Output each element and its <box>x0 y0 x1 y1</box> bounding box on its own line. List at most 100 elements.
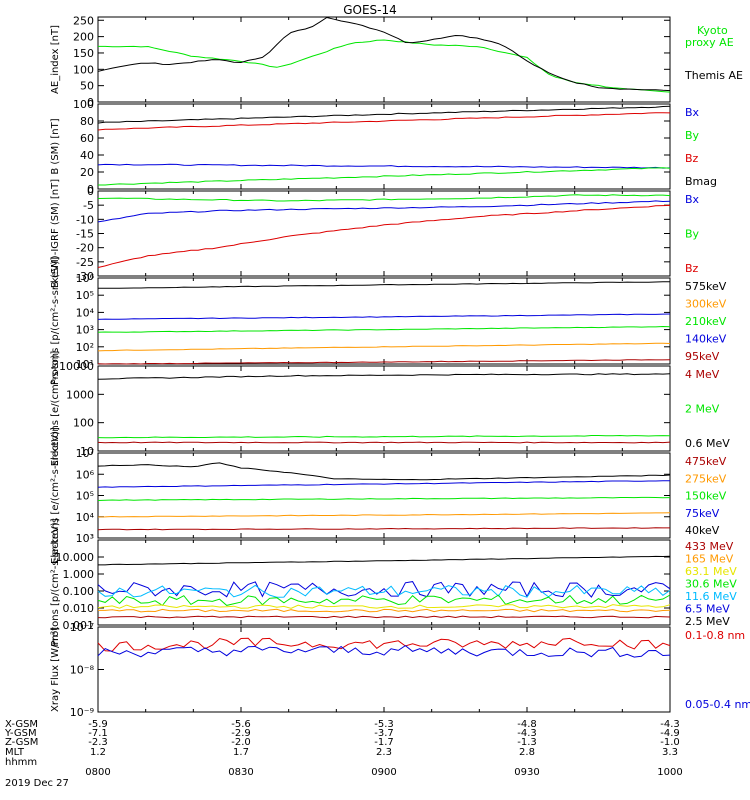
y-tick-label: 150 <box>73 47 94 60</box>
series-line-150kev <box>97 496 671 501</box>
y-tick-label: 0.100 <box>63 585 95 598</box>
series-line-6-5-mev <box>97 581 671 598</box>
legend-entry: Bmag <box>685 175 717 188</box>
y-tick-label: 10⁴ <box>76 306 95 319</box>
series-line-95kev <box>97 359 671 365</box>
series-line-575kev <box>97 281 671 289</box>
series-line-themis-ae <box>97 16 671 92</box>
series-line-bx <box>97 163 671 169</box>
series-line-75kev <box>97 480 670 488</box>
series-line-30-6-mev <box>97 594 671 607</box>
legend-entry: 0.05-0.4 nm <box>685 698 750 711</box>
y-tick-label: 10⁶ <box>76 272 95 285</box>
y-tick-label: 10.000 <box>56 551 95 564</box>
y-tick-label: 100 <box>73 98 94 111</box>
footer-value: -1.0 <box>660 737 680 748</box>
footer-row-label: Y-GSM <box>4 728 37 739</box>
legend-entry: 75keV <box>685 507 720 520</box>
series-line-140kev <box>97 313 671 320</box>
y-tick-label: 10 <box>80 445 94 458</box>
footer-value: 1.7 <box>233 747 249 758</box>
footer-date: 2019 Dec 27 <box>5 778 69 789</box>
series-line-by <box>97 194 671 202</box>
footer-value: -5.3 <box>374 719 394 730</box>
series-line-by <box>98 167 671 186</box>
footer-row-label: X-GSM <box>5 719 38 730</box>
y-axis-label: B (SM)-IGRF (SM) [nT] <box>50 179 61 288</box>
footer-value: -5.6 <box>231 719 251 730</box>
y-tick-label: -30 <box>76 270 94 283</box>
figure-title: GOES-14 <box>343 3 397 17</box>
y-axis-label: Protons [p/(cm²-s-sr-keV)] <box>50 257 61 385</box>
x-tick-label: 0900 <box>371 767 396 778</box>
series-line-165-mev <box>98 608 671 613</box>
y-tick-label: 0.010 <box>63 602 95 615</box>
series-line-2-5-mev <box>98 555 671 566</box>
y-tick-label: -15 <box>76 228 94 241</box>
footer-row-label: MLT <box>5 747 25 758</box>
y-tick-label: 0.001 <box>63 619 95 632</box>
series-line-275kev <box>97 512 671 518</box>
series-line-11-6-mev <box>97 584 671 598</box>
footer-row-label: hhmm <box>5 757 37 768</box>
footer-value: -1.7 <box>374 737 394 748</box>
y-axis-label: AE_index [nT] <box>50 25 61 94</box>
series-line-40kev <box>97 462 671 481</box>
panel-frame <box>97 539 671 626</box>
footer-value: -2.9 <box>231 728 251 739</box>
panel-1: 0 50 100 150 200 250 AE_index [nT] Kyoto proxy A… <box>50 14 743 109</box>
series-line-bx <box>97 200 671 223</box>
footer-value: 2.3 <box>376 747 392 758</box>
y-tick-label: 1.000 <box>63 568 95 581</box>
legend-entry: 40keV <box>685 524 720 537</box>
series-line-0-6-mev <box>97 373 671 380</box>
y-tick-label: 10³ <box>76 532 94 545</box>
x-tick-label: 1000 <box>657 767 682 778</box>
series-line-210kev <box>97 325 671 333</box>
panel-4: 10¹ 10² 10³ 10⁴ 10⁵ 10⁶ Protons [p/(cm²-s-sr-k… <box>50 257 727 385</box>
y-tick-label: 10³ <box>76 324 94 337</box>
series-line-0-05-0-4-nm <box>97 644 671 658</box>
legend-entry: Bz <box>685 152 699 165</box>
legend-entry: 63.1 MeV <box>685 565 737 578</box>
y-tick-label: 10² <box>76 341 94 354</box>
legend-entry: 6.5 MeV <box>685 603 730 616</box>
y-tick-label: -25 <box>76 256 94 269</box>
y-axis-label: Electrons [e/(cm²-s-sr-keV)] <box>50 427 61 564</box>
series-line-63-1-mev <box>97 604 671 609</box>
legend-entry: 4 MeV <box>685 368 720 381</box>
y-tick-label: 0 <box>87 185 94 198</box>
y-axis-label: Protons [p/(cm²-s-sr-keV)] <box>50 518 61 646</box>
y-tick-label: -5 <box>83 199 94 212</box>
footer-value: -4.9 <box>660 728 680 739</box>
panel-2: 0 20 40 60 80 100 B (SM) [nT] Bx By Bz Bmag <box>50 98 717 196</box>
series-line-0-1-0-8-nm <box>97 637 671 652</box>
x-tick-label: 0830 <box>228 767 253 778</box>
y-tick-label: 60 <box>80 132 94 145</box>
x-tick-label: 0930 <box>514 767 539 778</box>
panel-frame <box>97 365 671 452</box>
footer-row-label: Z-GSM <box>5 737 38 748</box>
y-tick-label: 40 <box>80 149 94 162</box>
y-tick-label: 0 <box>87 96 94 109</box>
footer-value: -2.3 <box>88 737 108 748</box>
series-line-bz <box>97 204 671 268</box>
panel-8: 10⁻⁹ 10⁻⁸ 10⁻⁷ Xray Flux [W/m²] 0.1-0.8 nm 0.… <box>50 621 750 719</box>
y-tick-label: 10⁵ <box>76 289 94 302</box>
legend-entry: Bx <box>685 193 700 206</box>
legend-entry: Themis AE <box>684 69 743 82</box>
legend-entry: 275keV <box>685 472 727 485</box>
series-line-bz <box>97 112 671 131</box>
x-tick-label: 0800 <box>85 767 110 778</box>
legend-entry: 11.6 MeV <box>685 590 737 603</box>
y-axis-label: B (SM) [nT] <box>50 118 61 174</box>
legend-entry: By <box>685 228 700 241</box>
y-tick-label: 10¹ <box>76 358 94 371</box>
y-tick-label: 20 <box>80 166 94 179</box>
legend-entry: By <box>685 129 700 142</box>
y-axis-label: Electrons [e/(cm²-s-sr)] <box>50 351 61 467</box>
